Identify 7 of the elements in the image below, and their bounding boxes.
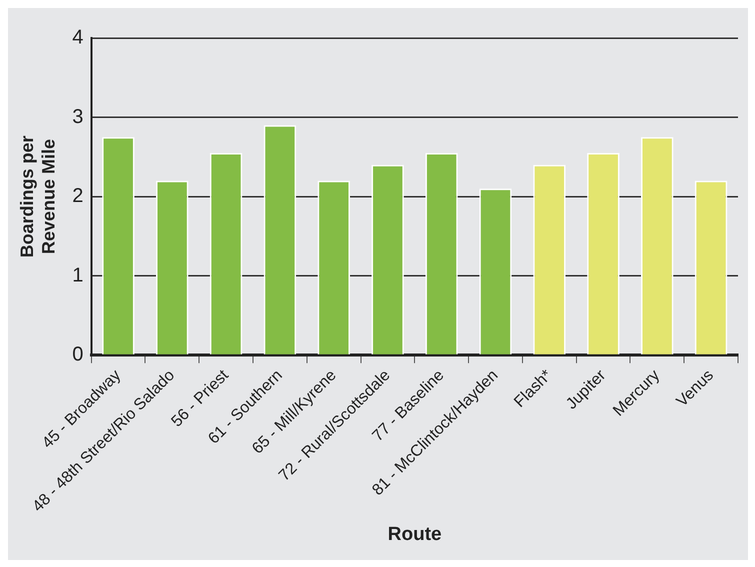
y-axis-title: Boardings per Revenue Mile [16, 136, 58, 258]
y-tick-label: 3 [72, 106, 84, 128]
y-tick-label: 1 [72, 264, 84, 286]
y-tick-label: 0 [72, 344, 84, 366]
y-tick-label: 2 [72, 185, 84, 208]
x-axis-title: Route [388, 524, 442, 545]
y-tick-label: 4 [72, 26, 84, 49]
